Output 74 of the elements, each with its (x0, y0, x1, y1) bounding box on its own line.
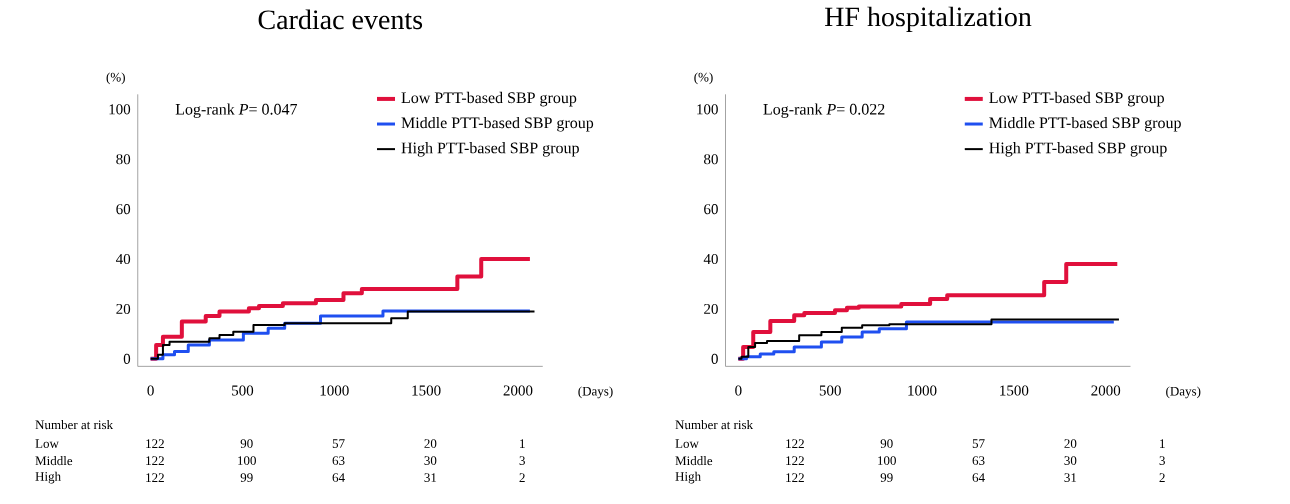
x-tick-label: 500 (819, 385, 841, 396)
x-axis-title: (Days) (578, 386, 613, 399)
text: 1 (520, 439, 525, 449)
y-tick-label: 0 (711, 354, 718, 365)
annotation: Log-rank P= 0.022 (763, 103, 885, 119)
text: Number at risk (675, 420, 754, 430)
text: 20 (424, 439, 437, 449)
x-tick-label: 1000 (908, 385, 937, 396)
x-tick-label: 2000 (503, 385, 533, 396)
text: 20 (1064, 439, 1077, 449)
text: 122 (786, 456, 804, 466)
text: 122 (786, 439, 804, 449)
text: 3 (1159, 456, 1165, 466)
text: Number at risk (35, 420, 114, 430)
text: Low (675, 439, 699, 449)
text: 64 (332, 473, 345, 483)
text: High (35, 471, 61, 484)
y-tick-label: 40 (703, 254, 718, 265)
text: 63 (972, 456, 985, 466)
text: 122 (786, 473, 804, 483)
y-axis-title: (%) (106, 72, 125, 85)
annotation: Log-rank P= 0.047 (175, 103, 298, 119)
x-tick-label: 0 (147, 385, 154, 396)
x-tick-label: 1500 (412, 385, 441, 396)
legend-label: High PTT-based SBP group (401, 142, 579, 157)
x-axis-title: (Days) (1166, 386, 1201, 399)
text: 100 (878, 456, 896, 466)
y-tick-label: 0 (123, 354, 131, 365)
text: 30 (1064, 456, 1077, 466)
legend-label: Low PTT-based SBP group (989, 92, 1164, 107)
text: 31 (1064, 473, 1077, 483)
x-tick-label: 2000 (1091, 385, 1121, 396)
x-tick-label: 500 (232, 385, 254, 396)
legend-label: Low PTT-based SBP group (401, 92, 577, 107)
text: 64 (972, 473, 985, 483)
y-tick-label: 60 (704, 204, 718, 215)
legend-label: Middle PTT-based SBP group (989, 117, 1181, 132)
text: 2 (519, 473, 525, 483)
chart-title: HF hospitalization (825, 6, 1032, 33)
legend-label: Middle PTT-based SBP group (401, 117, 594, 132)
text: 30 (424, 456, 437, 466)
x-tick-label: 0 (735, 385, 742, 396)
y-tick-label: 100 (109, 104, 131, 115)
y-tick-label: 100 (697, 104, 718, 115)
text: 3 (519, 456, 525, 466)
text: 2 (1159, 473, 1165, 483)
y-axis-title: (%) (694, 72, 713, 85)
text: 122 (146, 456, 164, 466)
y-tick-label: 20 (704, 304, 718, 315)
text: High (675, 471, 701, 484)
y-tick-label: 80 (116, 154, 131, 165)
legend-label: High PTT-based SBP group (989, 142, 1167, 157)
text: 99 (240, 473, 253, 483)
text: 99 (880, 473, 893, 483)
text: 122 (146, 439, 164, 449)
text: Low (35, 439, 59, 449)
y-tick-label: 80 (704, 154, 718, 165)
text: 90 (240, 439, 253, 449)
text: 57 (972, 439, 985, 449)
text: 1 (1160, 439, 1165, 449)
chart-title: Cardiac events (258, 9, 423, 30)
x-tick-label: 1000 (320, 385, 349, 396)
text: 57 (332, 439, 345, 449)
y-tick-label: 60 (116, 204, 131, 215)
text: Middle (675, 456, 713, 466)
text: 90 (880, 439, 893, 449)
x-tick-label: 1500 (1000, 385, 1029, 396)
text: 100 (238, 456, 256, 466)
text: Middle (35, 456, 73, 466)
text: 122 (146, 473, 164, 483)
text: 63 (332, 456, 345, 466)
y-tick-label: 20 (116, 304, 131, 315)
y-tick-label: 40 (115, 254, 131, 265)
text: 31 (424, 473, 437, 483)
